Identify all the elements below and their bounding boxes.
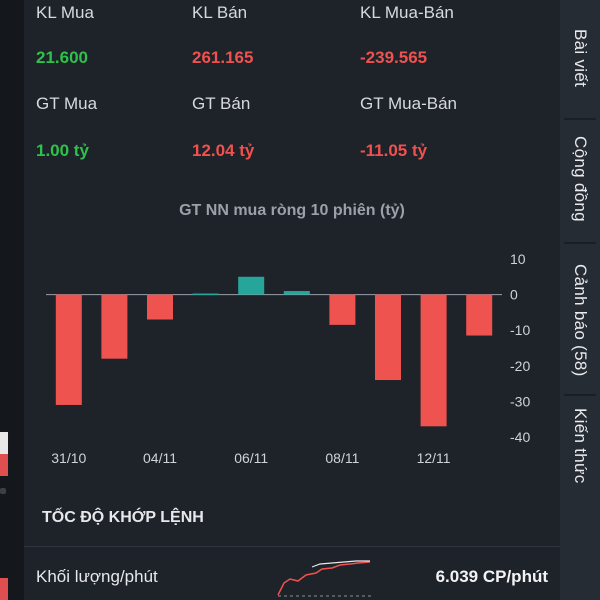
gt-mua-label: GT Mua	[36, 94, 98, 113]
kl-ban-label: KL Bán	[192, 3, 248, 22]
kl-mua-label: KL Mua	[36, 3, 94, 22]
left-edge-panel	[0, 0, 24, 600]
right-sidebar: Bài viết Cộng đồng Cảnh báo (58) Kiến th…	[560, 0, 600, 600]
speed-value: 6.039 CP/phút	[435, 567, 548, 586]
section-divider	[24, 546, 560, 547]
tab-kien-thuc-label: Kiến thức	[571, 408, 590, 484]
tab-canh-bao-label: Cảnh báo (58)	[571, 263, 590, 377]
y-tick-label: 0	[510, 287, 518, 303]
edge-marker-red-bottom	[0, 578, 8, 600]
bar-08-11	[329, 294, 356, 325]
edge-marker-white	[0, 432, 8, 454]
edge-marker-dark	[0, 488, 6, 494]
y-tick-label: -40	[510, 429, 530, 445]
tab-kien-thuc[interactable]: Kiến thức	[564, 400, 596, 492]
bar-07-11	[283, 291, 310, 295]
x-tick-label: 08/11	[325, 450, 359, 466]
bar-13-11	[466, 294, 493, 336]
speed-label: Khối lượng/phút	[36, 567, 158, 586]
bar-01-11	[101, 294, 128, 359]
speed-section-title: TỐC ĐỘ KHỚP LỆNH	[42, 509, 204, 526]
gt-mua-value: 1.00 tỷ	[36, 141, 89, 160]
chart-title: GT NN mua ròng 10 phiên (tỷ)	[179, 202, 405, 219]
tab-cong-dong-label: Cộng đồng	[571, 136, 590, 222]
gt-ban-label: GT Bán	[192, 94, 251, 113]
tab-separator	[564, 242, 596, 244]
volume-sparkline	[277, 560, 372, 597]
tab-bai-viet[interactable]: Bài viết	[564, 10, 596, 106]
y-tick-label: 10	[510, 251, 526, 267]
bar-11-11	[375, 294, 401, 381]
x-tick-label: 04/11	[143, 450, 177, 466]
tab-separator	[564, 394, 596, 396]
bar-31-10	[55, 294, 82, 405]
bar-04-11	[147, 294, 173, 320]
net-buy-bar-chart: 10 0 -10 -20 -30 -40 31/10 04/11 06/11 08/11 12/11	[46, 251, 530, 466]
y-tick-label: -10	[510, 322, 530, 338]
bar-06-11	[238, 276, 265, 295]
tab-separator	[564, 118, 596, 120]
y-tick-label: -30	[510, 393, 530, 409]
gt-mua-ban-label: GT Mua-Bán	[360, 94, 458, 113]
x-tick-label: 31/10	[51, 450, 86, 466]
kl-mua-ban-value: -239.565	[360, 48, 428, 67]
x-tick-label: 06/11	[234, 450, 268, 466]
bar-05-11	[192, 293, 219, 296]
y-tick-label: -20	[510, 358, 530, 374]
x-tick-label: 12/11	[417, 450, 451, 466]
foreign-trading-panel: KL Mua KL Bán KL Mua-Bán 21.600 261.165 …	[24, 0, 560, 600]
gt-ban-value: 12.04 tỷ	[192, 141, 255, 160]
kl-mua-value: 21.600	[36, 48, 88, 67]
gt-mua-ban-value: -11.05 tỷ	[360, 141, 428, 160]
tab-canh-bao[interactable]: Cảnh báo (58)	[564, 250, 596, 390]
tab-bai-viet-label: Bài viết	[571, 28, 590, 88]
kl-mua-ban-label: KL Mua-Bán	[360, 3, 454, 22]
tab-cong-dong[interactable]: Cộng đồng	[564, 126, 596, 232]
edge-marker-red	[0, 454, 8, 476]
bar-12-11	[420, 294, 447, 427]
kl-ban-value: 261.165	[192, 48, 254, 67]
